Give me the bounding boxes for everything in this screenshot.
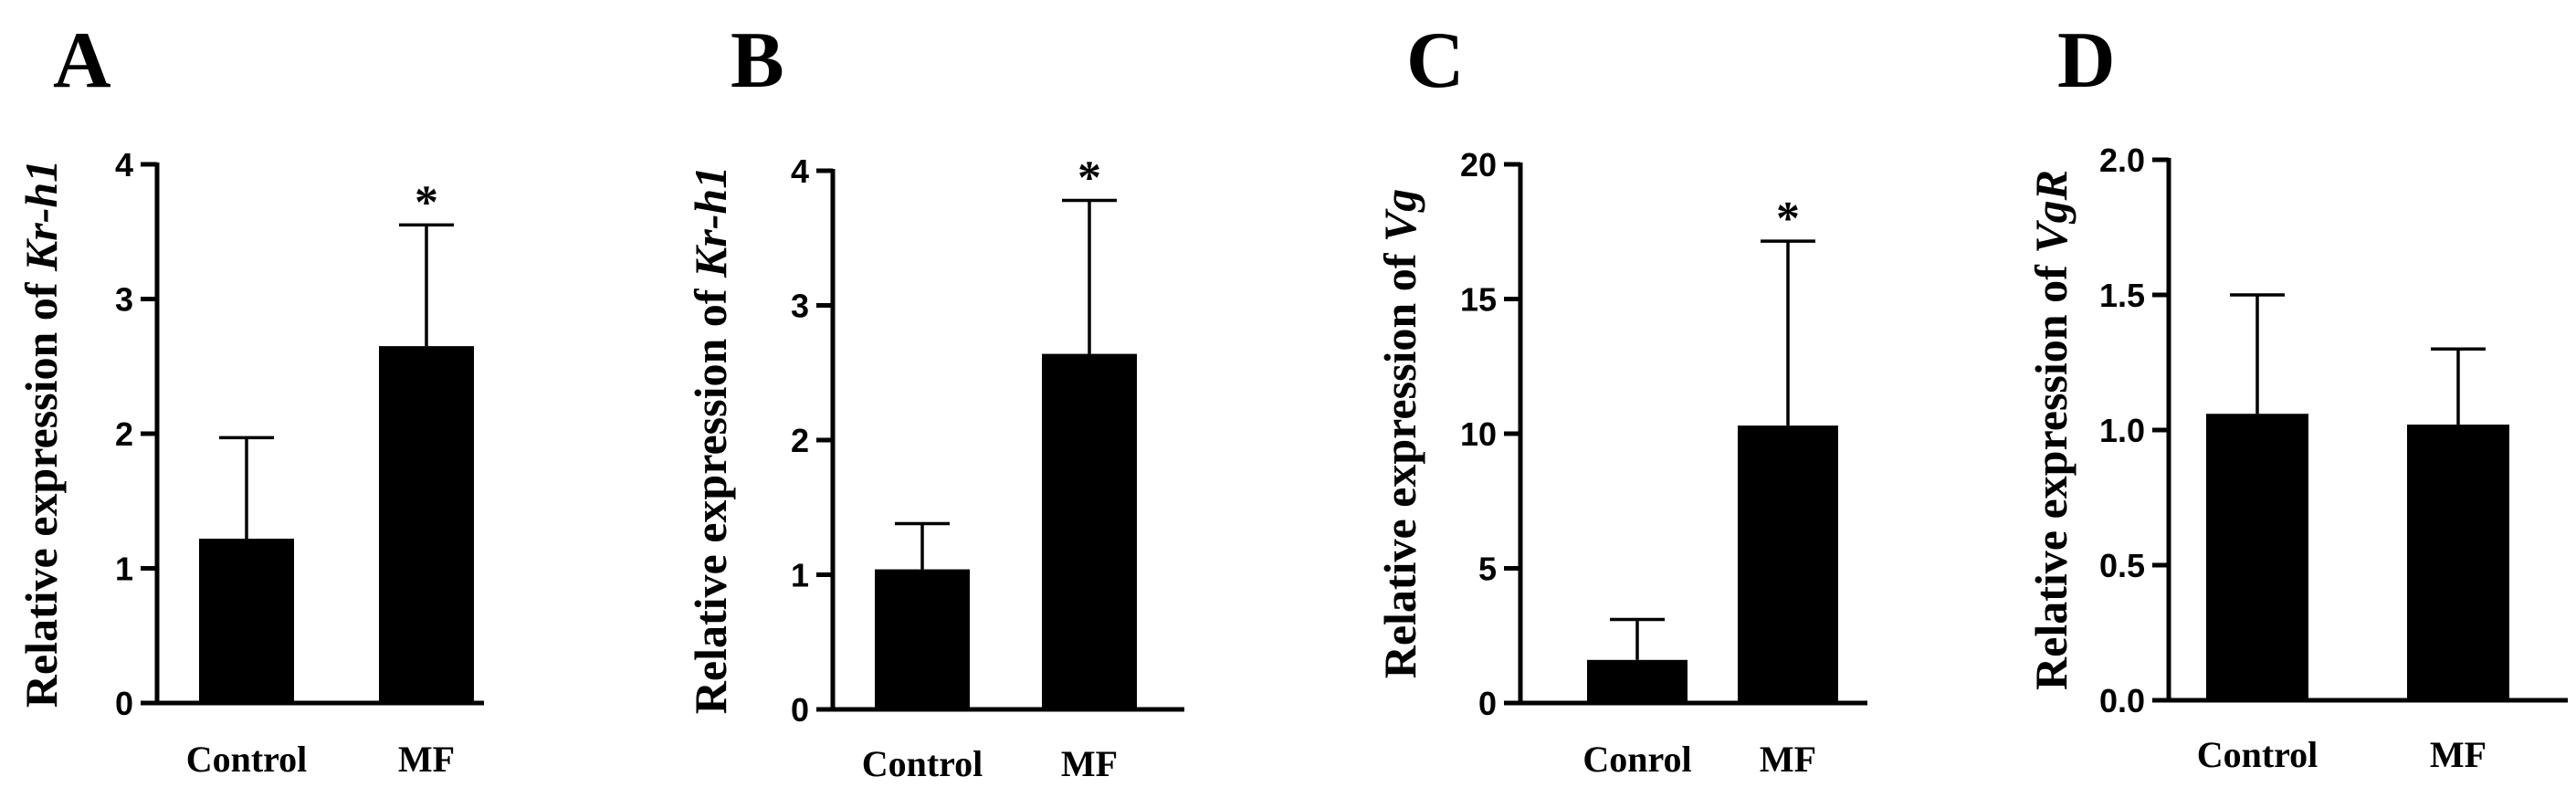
x-category-label: MF: [2430, 734, 2487, 775]
y-tick-label: 3: [115, 281, 133, 319]
y-tick-label: 20: [1460, 146, 1497, 184]
y-tick-label: 2.0: [2099, 142, 2145, 179]
x-category-label: Control: [186, 739, 308, 780]
chart-panel-b: B Relative expression of Kr-h1 0 1 2 3 4 Contro…: [685, 16, 1184, 784]
significance-marker: *: [1776, 193, 1800, 245]
panel-letter: C: [1406, 16, 1465, 105]
x-category-label: Control: [2197, 734, 2318, 775]
x-category-label: Control: [862, 743, 983, 784]
y-axis-label: Relative expression of VgR: [2025, 170, 2077, 690]
panel-letter: A: [53, 16, 111, 105]
y-tick-label: 1.0: [2099, 412, 2145, 449]
x-category-label: MF: [1061, 743, 1118, 784]
bar-mf: [2407, 425, 2509, 700]
y-tick-label: 0: [1478, 685, 1497, 722]
y-tick-label: 0.5: [2099, 547, 2145, 584]
y-tick-label: 1.5: [2099, 277, 2145, 314]
y-axis-label: Relative expression of Vg: [1374, 189, 1425, 679]
y-axis-label: Relative expression of Kr-h1: [16, 160, 67, 708]
y-tick-label: 2: [791, 422, 809, 459]
bar-mf: [1738, 425, 1838, 703]
y-tick-label: 0.0: [2099, 682, 2145, 719]
bar-conrol: [1587, 659, 1688, 703]
y-tick-label: 0: [791, 691, 809, 729]
y-tick-label: 4: [791, 152, 809, 190]
y-tick-label: 1: [115, 551, 133, 588]
y-tick-label: 10: [1460, 415, 1497, 453]
y-axis-label: Relative expression of Kr-h1: [685, 166, 736, 714]
panel-letter: B: [731, 16, 784, 105]
chart-panel-d: D Relative expression of VgR 0.0 0.5 1.0 1.5 2…: [2025, 16, 2568, 775]
x-category-label: MF: [398, 739, 455, 780]
significance-marker: *: [415, 176, 438, 228]
bar-control: [199, 539, 294, 703]
y-tick-label: 15: [1460, 281, 1497, 319]
y-tick-label: 4: [115, 146, 133, 184]
bar-control: [875, 569, 970, 709]
bar-mf: [1042, 353, 1137, 709]
x-category-label: MF: [1760, 739, 1816, 780]
y-tick-label: 0: [115, 685, 133, 722]
significance-marker: *: [1078, 152, 1101, 204]
y-tick-label: 1: [791, 557, 809, 594]
chart-panel-a: A Relative expression of Kr-h1 0 1 2 3 4 Contro…: [16, 16, 484, 780]
y-tick-label: 2: [115, 415, 133, 453]
chart-panel-c: C Relative expression of Vg 0 5 10 15 20 Conrol…: [1374, 16, 1867, 780]
bar-mf: [379, 346, 474, 703]
y-tick-label: 5: [1478, 551, 1497, 588]
bar-control: [2206, 414, 2308, 700]
y-tick-label: 3: [791, 288, 809, 325]
panel-letter: D: [2057, 16, 2116, 105]
x-category-label: Conrol: [1582, 739, 1691, 780]
